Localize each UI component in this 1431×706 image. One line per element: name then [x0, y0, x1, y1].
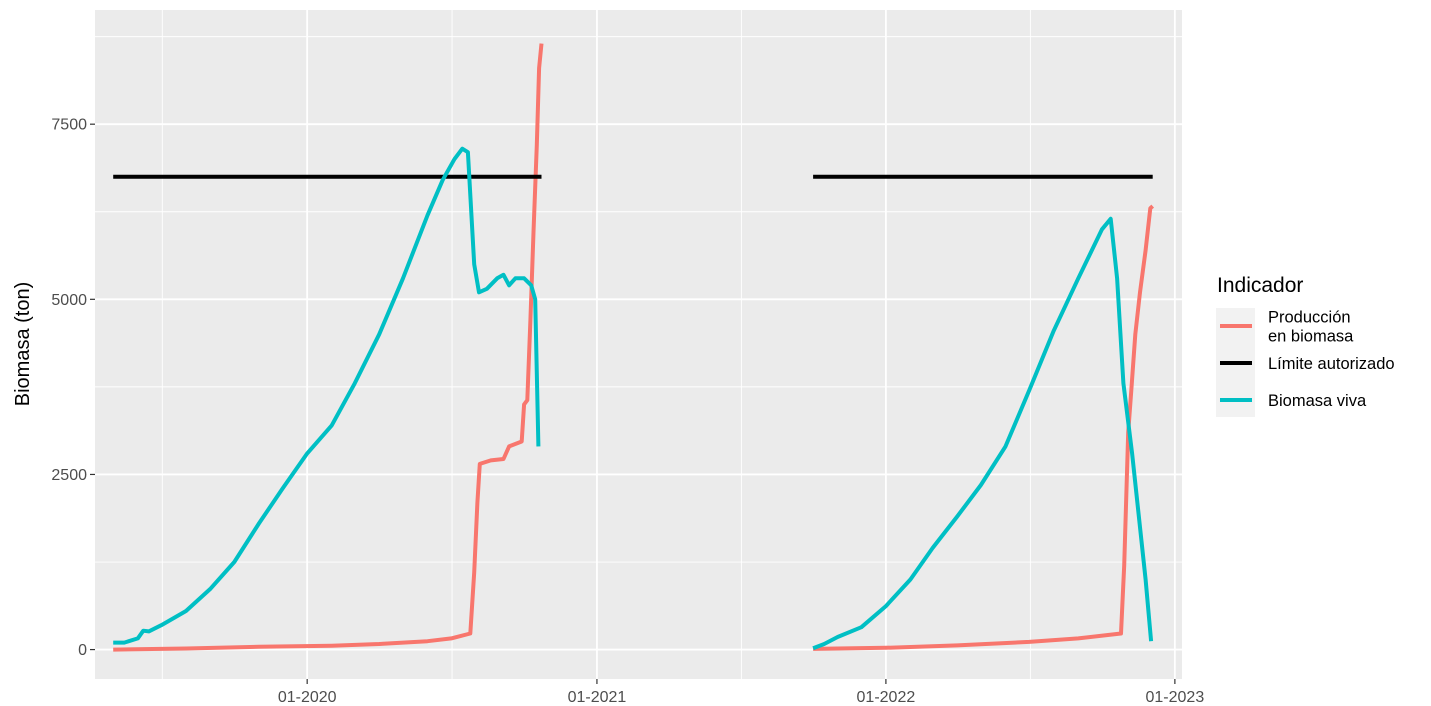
legend-label-0: en biomasa [1268, 328, 1354, 346]
legend-label-0: Producción [1268, 309, 1351, 327]
series-line-0-segment-1: Producción en biomasa [813, 204, 1155, 651]
legend-title: Indicador [1217, 274, 1303, 297]
grid-major [95, 10, 1182, 679]
x-tick-label: 01-2020 [278, 689, 337, 706]
series-line-0-segment-0: Producción en biomasa [113, 43, 544, 652]
grid-minor [95, 10, 1182, 679]
y-tick-label: 5000 [51, 292, 87, 309]
series-layer: Producción en biomasa Producción en bioma… [113, 43, 1155, 652]
series-line-2-segment-0: Biomasa viva [113, 146, 541, 645]
x-tick-label: 01-2023 [1146, 689, 1205, 706]
legend-label-1: Límite autorizado [1268, 355, 1395, 373]
y-tick-label: 0 [78, 642, 87, 659]
x-tick-label: 01-2021 [568, 689, 627, 706]
panel-background [95, 10, 1182, 679]
y-tick-label: 2500 [51, 467, 87, 484]
y-axis-title: Biomasa (ton) [12, 282, 34, 407]
x-tick-label: 01-2022 [857, 689, 916, 706]
y-tick-label: 7500 [51, 117, 87, 134]
y-axis: 0 2500 5000 7500 [51, 117, 95, 659]
series-line-2-segment-1: Biomasa viva [812, 216, 1154, 651]
legend-label-2: Biomasa viva [1268, 392, 1367, 410]
x-axis: 01-2020 01-2021 01-2022 01-2023 [278, 679, 1205, 706]
